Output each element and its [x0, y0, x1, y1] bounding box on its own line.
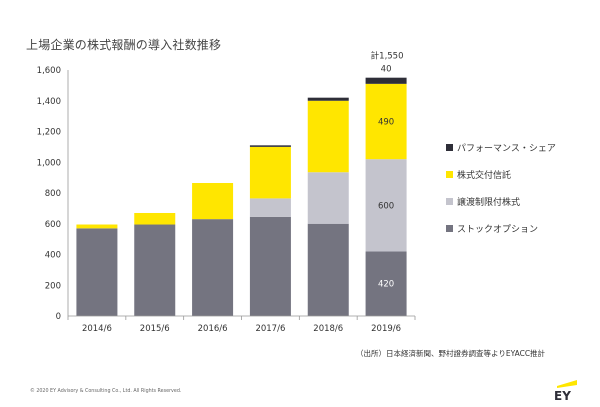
data-label: 420 — [378, 280, 394, 290]
x-tick-label: 2014/6 — [82, 324, 112, 334]
legend-label: 株式交付信託 — [457, 170, 512, 181]
legend-label: パフォーマンス・シェア — [457, 143, 556, 154]
ey-logo: EY — [554, 380, 577, 401]
bar-segment — [307, 100, 349, 173]
data-labels: 420 600 490 40 計1,550 — [371, 51, 404, 290]
total-label: 計1,550 — [371, 51, 404, 62]
y-tick-label: 1,000 — [37, 158, 61, 168]
y-tick-label: 0 — [56, 312, 61, 322]
y-tick-label: 600 — [45, 220, 61, 230]
bar-segment — [365, 77, 407, 84]
y-tick-label: 1,600 — [37, 66, 61, 76]
y-axis: 0 200 400 600 800 1,000 1,200 1,400 1,600 — [37, 66, 69, 322]
logo-text: EY — [554, 389, 571, 401]
chart-title: 上場企業の株式報酬の導入社数推移 — [26, 38, 222, 52]
bar-segment — [249, 146, 291, 199]
legend-item: 株式交付信託 — [446, 167, 556, 181]
legend-item: ストックオプション — [446, 221, 556, 235]
bar-segment — [134, 212, 176, 225]
bar-segment — [192, 219, 234, 316]
bars — [76, 77, 407, 316]
legend-swatch — [446, 170, 453, 178]
data-label: 490 — [378, 118, 394, 128]
legend-item: パフォーマンス・シェア — [446, 140, 556, 154]
legend-swatch — [446, 143, 453, 151]
legend-label: 譲渡制限付株式 — [457, 197, 521, 208]
bar-segment — [307, 97, 349, 101]
bar-segment — [76, 224, 118, 229]
legend: パフォーマンス・シェア 株式交付信託 譲渡制限付株式ストックオプション — [446, 140, 556, 248]
x-tick-label: 2016/6 — [198, 324, 228, 334]
bar-segment — [307, 172, 349, 224]
bar-segment — [134, 224, 176, 316]
x-tick-label: 2017/6 — [255, 324, 285, 334]
x-tick-label: 2019/6 — [371, 324, 401, 334]
bar-segment — [249, 216, 291, 316]
x-tick-label: 2015/6 — [140, 324, 170, 334]
x-axis: 2014/6 2015/6 2016/6 2017/6 2018/6 2019/6 — [67, 315, 416, 334]
bar-segment — [192, 183, 234, 220]
bar-segment — [249, 198, 291, 217]
data-label: 40 — [381, 65, 392, 75]
legend-item: 譲渡制限付株式 — [446, 194, 556, 208]
legend-swatch — [446, 197, 453, 205]
y-tick-label: 400 — [45, 251, 61, 261]
y-tick-label: 800 — [45, 189, 61, 199]
legend-label: ストックオプション — [457, 224, 539, 235]
y-tick-label: 1,400 — [37, 97, 61, 107]
data-label: 600 — [378, 201, 394, 211]
legend-swatch — [446, 224, 453, 232]
copyright-notice: © 2020 EY Advisory & Consulting Co., Ltd… — [30, 389, 182, 394]
bar-segment — [365, 251, 407, 316]
bar-segment — [307, 223, 349, 316]
bar-segment — [365, 83, 407, 160]
y-tick-label: 200 — [45, 281, 61, 291]
bar-segment — [249, 145, 291, 147]
y-tick-label: 1,200 — [37, 128, 61, 138]
x-tick-label: 2018/6 — [313, 324, 343, 334]
source-note: （出所）日本経済新聞、野村證券調査等よりEYACC推計 — [356, 349, 546, 358]
bar-segment — [365, 159, 407, 252]
bar-segment — [76, 228, 118, 316]
